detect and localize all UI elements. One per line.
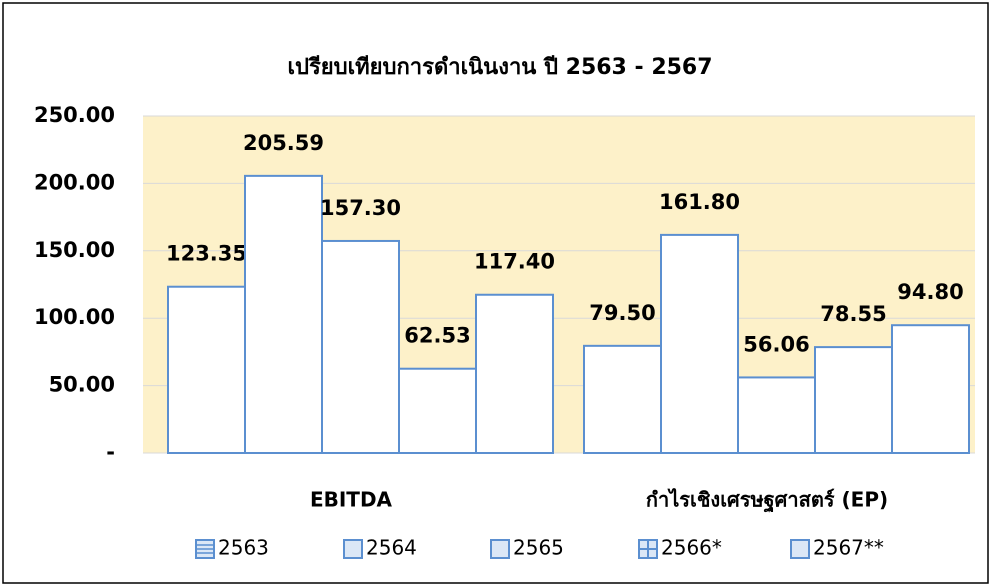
legend-label: 2565 bbox=[513, 536, 564, 560]
y-tick-label: 100.00 bbox=[34, 305, 115, 329]
legend-label: 2567** bbox=[813, 536, 884, 560]
value-label: 123.35 bbox=[166, 242, 247, 266]
bar bbox=[167, 285, 246, 455]
x-tick-label: EBITDA bbox=[310, 488, 393, 512]
bar bbox=[398, 367, 477, 455]
bar bbox=[244, 174, 323, 454]
bar bbox=[475, 293, 554, 455]
legend-label: 2563 bbox=[218, 536, 269, 560]
value-label: 56.06 bbox=[743, 332, 809, 356]
value-label: 94.80 bbox=[897, 280, 963, 304]
legend-key bbox=[790, 539, 810, 559]
bar bbox=[891, 324, 970, 454]
y-tick-label: 250.00 bbox=[34, 103, 115, 127]
value-label: 78.55 bbox=[820, 302, 886, 326]
y-tick-label: 200.00 bbox=[34, 170, 115, 194]
legend-key bbox=[490, 539, 510, 559]
legend-label: 2566* bbox=[661, 536, 722, 560]
value-label: 157.30 bbox=[320, 196, 401, 220]
legend-key bbox=[343, 539, 363, 559]
bar bbox=[660, 233, 739, 454]
bar bbox=[321, 239, 400, 454]
chart-title: เปรียบเทียบการดำเนินงาน ปี 2563 - 2567 bbox=[287, 55, 712, 80]
value-label: 79.50 bbox=[589, 301, 655, 325]
y-tick-label: 150.00 bbox=[34, 238, 115, 262]
x-tick-label: กำไรเชิงเศรษฐศาสตร์ (EP) bbox=[646, 488, 888, 514]
value-label: 161.80 bbox=[659, 190, 740, 214]
value-label: 117.40 bbox=[474, 250, 555, 274]
value-label: 205.59 bbox=[243, 131, 324, 155]
y-tick-label: - bbox=[106, 440, 115, 464]
bar bbox=[583, 344, 662, 455]
bar bbox=[737, 376, 816, 454]
value-label: 62.53 bbox=[404, 324, 470, 348]
legend-label: 2564 bbox=[366, 536, 417, 560]
y-tick-label: 50.00 bbox=[49, 373, 115, 397]
bar bbox=[814, 346, 893, 454]
